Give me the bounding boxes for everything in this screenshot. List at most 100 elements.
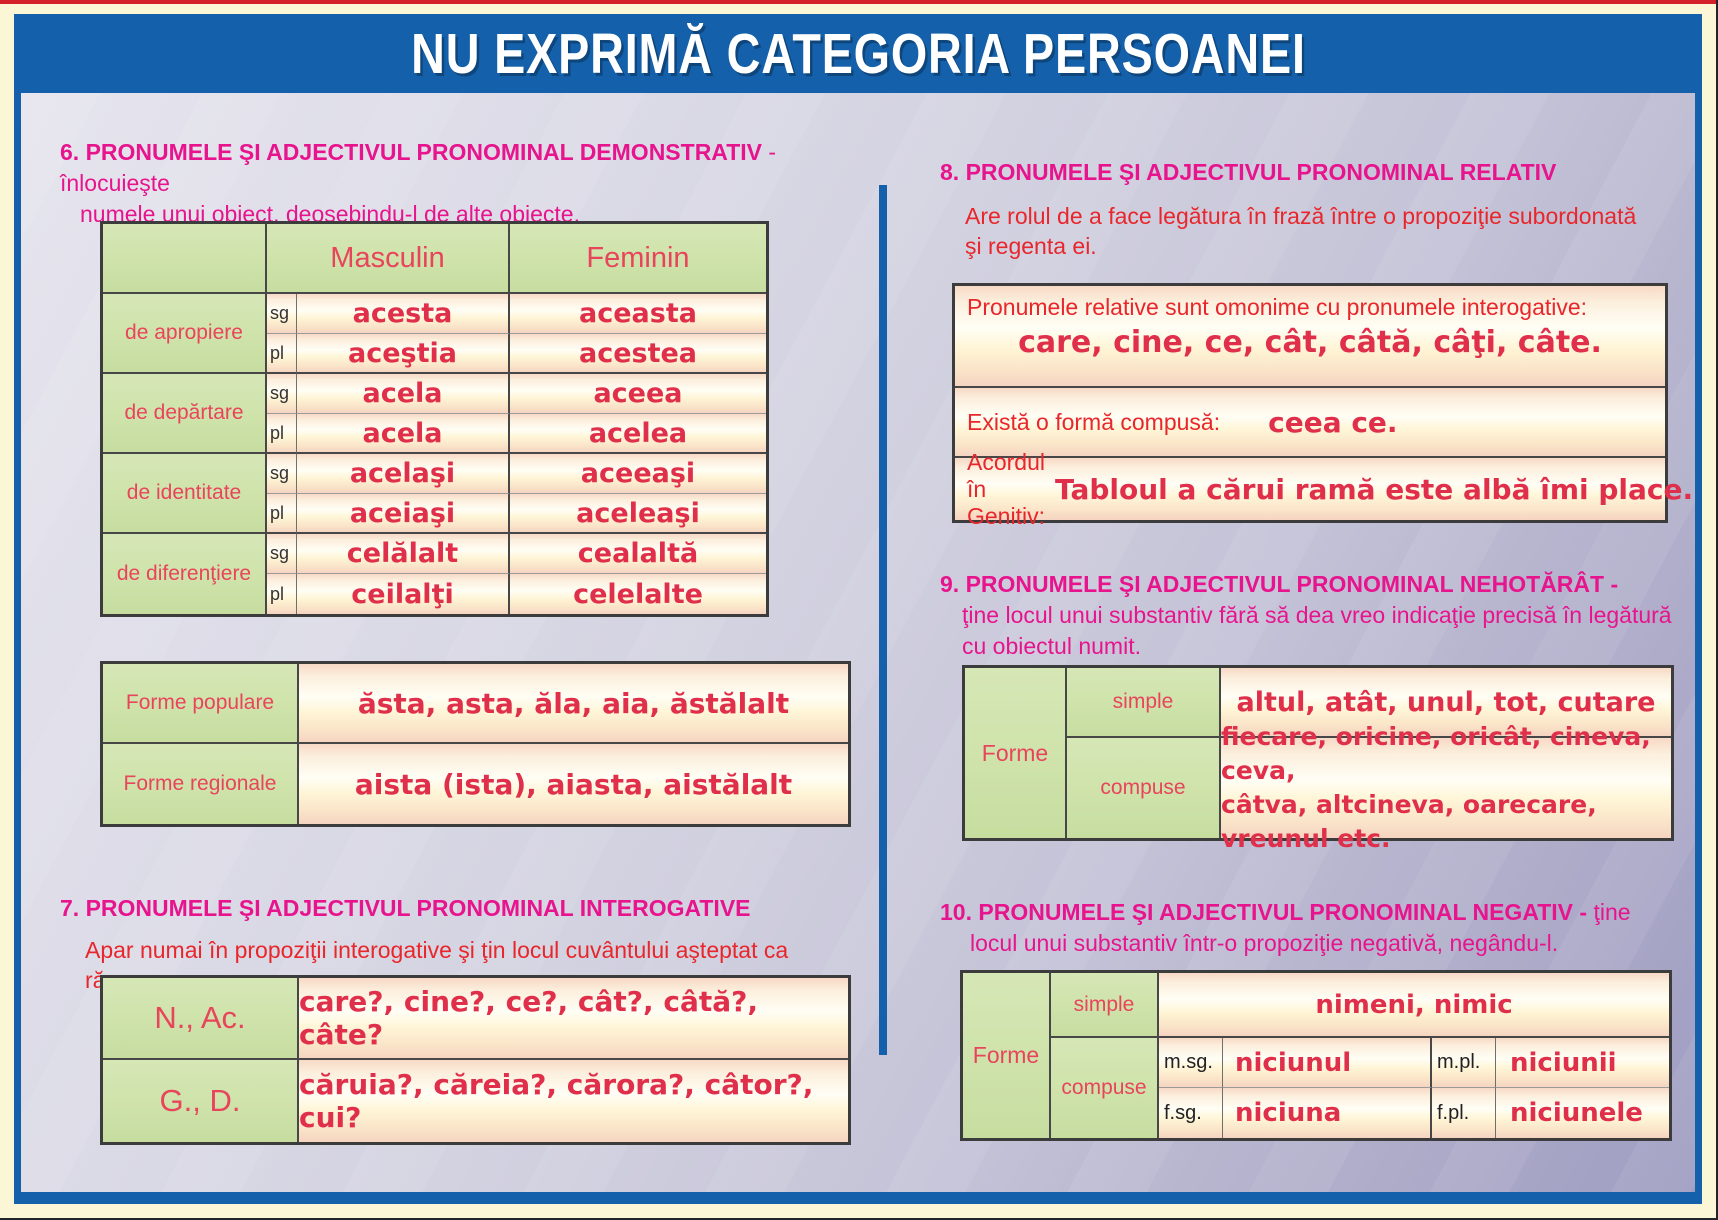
simple-value: altul, atât, unul, tot, cutare bbox=[1221, 668, 1671, 738]
interrogative-table: N., Ac. care?, cine?, ce?, cât?, câtă?, … bbox=[100, 975, 851, 1145]
cell-value: aceea bbox=[510, 374, 766, 414]
section-8-heading: 8. PRONUMELE ŞI ADJECTIVUL PRONOMINAL RE… bbox=[940, 157, 1700, 188]
cell-value: căruia?, căreia?, cărora?, câtor?, cui? bbox=[299, 1060, 848, 1142]
section-9-line2: ţine locul unui substantiv fără să dea v… bbox=[962, 602, 1672, 628]
cell-value: aceeaşi bbox=[510, 454, 766, 494]
poster-title: NU EXPRIMĂ CATEGORIA PERSOANEI bbox=[410, 21, 1306, 86]
relative-box: Pronumele relative sunt omonime cu pronu… bbox=[952, 283, 1693, 529]
cell-value: celălalt bbox=[297, 534, 510, 574]
section-6-title: 6. PRONUMELE ŞI ADJECTIVUL PRONOMINAL DE… bbox=[60, 139, 762, 165]
section-10-heading: 10. PRONUMELE ŞI ADJECTIVUL PRONOMINAL N… bbox=[940, 897, 1710, 959]
msg-label: m.sg. bbox=[1159, 1038, 1223, 1088]
title-banner: NU EXPRIMĂ CATEGORIA PERSOANEI bbox=[14, 14, 1702, 93]
section-6-heading: 6. PRONUMELE ŞI ADJECTIVUL PRONOMINAL DE… bbox=[60, 137, 850, 230]
simple-value: nimeni, nimic bbox=[1159, 973, 1669, 1038]
section-10-title: 10. PRONUMELE ŞI ADJECTIVUL PRONOMINAL N… bbox=[940, 899, 1594, 925]
content-area: 6. PRONUMELE ŞI ADJECTIVUL PRONOMINAL DE… bbox=[21, 93, 1695, 1192]
cell-value: care?, cine?, ce?, cât?, câtă?, câte? bbox=[299, 978, 848, 1060]
forme-label: Forme bbox=[963, 973, 1051, 1138]
negative-table: Forme simple nimeni, nimic compuse m.sg.… bbox=[960, 970, 1672, 1141]
row-label: Forme regionale bbox=[103, 744, 299, 824]
section-8-title: 8. PRONUMELE ŞI ADJECTIVUL PRONOMINAL RE… bbox=[940, 159, 1557, 185]
cell-value: ceilalţi bbox=[297, 574, 510, 614]
sg-label: sg bbox=[267, 374, 297, 414]
section-7-title: 7. PRONUMELE ŞI ADJECTIVUL PRONOMINAL IN… bbox=[60, 895, 751, 921]
section-8-subtitle-line2: şi regenta ei. bbox=[965, 233, 1097, 259]
fsg-value: niciuna bbox=[1223, 1088, 1432, 1138]
section-9-title: 9. PRONUMELE ŞI ADJECTIVUL PRONOMINAL NE… bbox=[940, 571, 1619, 597]
mpl-value: niciunii bbox=[1496, 1038, 1669, 1088]
indefinite-table: Forme simple altul, atât, unul, tot, cut… bbox=[962, 665, 1674, 853]
blue-panel: NU EXPRIMĂ CATEGORIA PERSOANEI 6. PRONUM… bbox=[14, 14, 1702, 1204]
section-9-heading: 9. PRONUMELE ŞI ADJECTIVUL PRONOMINAL NE… bbox=[940, 569, 1710, 662]
cell-value: aceiaşi bbox=[297, 494, 510, 534]
section-6-tail: - înlocuieşte bbox=[60, 139, 777, 196]
fpl-value: niciunele bbox=[1496, 1088, 1669, 1138]
cell-value: aceleaşi bbox=[510, 494, 766, 534]
pl-label: pl bbox=[267, 334, 297, 374]
simple-label: simple bbox=[1067, 668, 1221, 738]
forme-label: Forme bbox=[965, 668, 1067, 838]
cell-value: acestea bbox=[510, 334, 766, 374]
msg-value: niciunul bbox=[1223, 1038, 1432, 1088]
cell-value: cealaltă bbox=[510, 534, 766, 574]
compound-form-label: Există o formă compusă: bbox=[967, 408, 1221, 435]
relative-rule-text: Pronumele relative sunt omonime cu pronu… bbox=[967, 294, 1588, 320]
cell-value: aceştia bbox=[297, 334, 510, 374]
sg-label: sg bbox=[267, 454, 297, 494]
relative-box-row3: Acordul în Genitiv: Tabloul a cărui ramă… bbox=[955, 449, 1693, 529]
pl-label: pl bbox=[267, 494, 297, 534]
column-header-masculin: Masculin bbox=[267, 224, 510, 294]
row-label: de diferenţiere bbox=[103, 534, 267, 614]
compound-form-value: ceea ce. bbox=[1268, 405, 1398, 439]
cell-value: acelea bbox=[510, 414, 766, 454]
relative-box-row1: Pronumele relative sunt omonime cu pronu… bbox=[955, 286, 1665, 388]
sg-label: sg bbox=[267, 534, 297, 574]
column-divider bbox=[879, 185, 887, 1055]
demonstrative-table: Masculin Feminin de apropiere sg acesta … bbox=[100, 221, 769, 617]
section-8-subtitle: Are rolul de a face legătura în frază în… bbox=[965, 201, 1705, 261]
cell-value: aista (ista), aiasta, aistălalt bbox=[299, 744, 848, 824]
cell-value: acela bbox=[297, 414, 510, 454]
section-7-heading: 7. PRONUMELE ŞI ADJECTIVUL PRONOMINAL IN… bbox=[60, 893, 850, 924]
forme-table: Forme populare ăsta, asta, ăla, aia, ăst… bbox=[100, 661, 851, 827]
column-header-feminin: Feminin bbox=[510, 224, 766, 294]
top-red-edge bbox=[0, 0, 1718, 4]
row-label: N., Ac. bbox=[103, 978, 299, 1060]
compuse-value: fiecare, oricine, oricât, cineva, ceva, … bbox=[1221, 722, 1671, 853]
section-10-tail: ţine bbox=[1593, 899, 1631, 925]
genitive-example: Tabloul a cărui ramă este albă îmi place… bbox=[1054, 472, 1694, 506]
relative-box-row2: Există o formă compusă: ceea ce. bbox=[955, 388, 1665, 458]
mpl-label: m.pl. bbox=[1432, 1038, 1496, 1088]
cell-value: ăsta, asta, ăla, aia, ăstălalt bbox=[299, 664, 848, 744]
row-label: Forme populare bbox=[103, 664, 299, 744]
table-corner-cell bbox=[103, 224, 267, 294]
fsg-label: f.sg. bbox=[1159, 1088, 1223, 1138]
simple-label: simple bbox=[1051, 973, 1159, 1038]
cell-value: acesta bbox=[297, 294, 510, 334]
row-label: de apropiere bbox=[103, 294, 267, 374]
genitive-label: Acordul în Genitiv: bbox=[967, 448, 1045, 529]
row-label: de identitate bbox=[103, 454, 267, 534]
cell-value: acela bbox=[297, 374, 510, 414]
right-dark-edge bbox=[1716, 0, 1718, 1220]
row-label: de depărtare bbox=[103, 374, 267, 454]
compuse-label: compuse bbox=[1067, 738, 1221, 838]
compuse-value-line1: fiecare, oricine, oricât, cineva, ceva, bbox=[1221, 722, 1651, 785]
row-label: G., D. bbox=[103, 1060, 299, 1142]
cell-value: acelaşi bbox=[297, 454, 510, 494]
compuse-value-line2: câtva, altcineva, oarecare, vreunul etc. bbox=[1221, 790, 1597, 853]
cell-value: aceasta bbox=[510, 294, 766, 334]
pl-label: pl bbox=[267, 414, 297, 454]
section-10-line2: locul unui substantiv într-o propoziţie … bbox=[970, 930, 1559, 956]
sg-label: sg bbox=[267, 294, 297, 334]
pl-label: pl bbox=[267, 574, 297, 614]
section-9-line3: cu obiectul numit. bbox=[962, 633, 1141, 659]
bottom-dark-edge bbox=[0, 1218, 1718, 1220]
relative-forms-value: care, cine, ce, cât, câtă, câţi, câte. bbox=[1018, 325, 1602, 360]
cell-value: celelalte bbox=[510, 574, 766, 614]
compuse-label: compuse bbox=[1051, 1038, 1159, 1138]
section-8-subtitle-line1: Are rolul de a face legătura în frază în… bbox=[965, 203, 1637, 229]
fpl-label: f.pl. bbox=[1432, 1088, 1496, 1138]
